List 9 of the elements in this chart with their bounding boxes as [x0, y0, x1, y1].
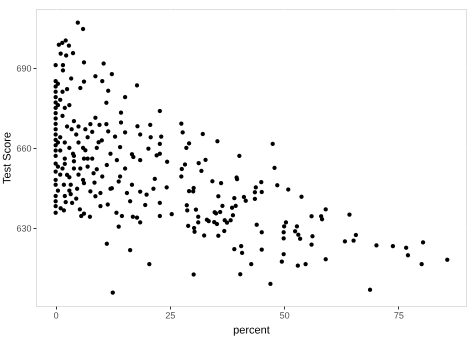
y-axis-title: Test Score: [1, 132, 14, 184]
x-tick-label: 0: [54, 310, 59, 320]
x-tick-label: 50: [280, 310, 290, 320]
x-tick-label: 75: [394, 310, 404, 320]
x-axis-title: percent: [233, 324, 270, 336]
y-tick-label: 630: [16, 224, 32, 234]
y-tick-label: 690: [16, 63, 32, 74]
y-tick-label: 660: [16, 143, 32, 154]
x-tick-label: 25: [165, 310, 176, 320]
